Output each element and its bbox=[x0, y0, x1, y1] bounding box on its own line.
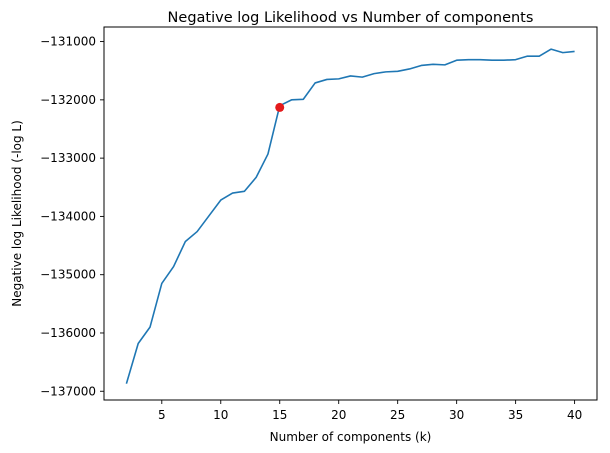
x-ticks: 5 10 15 20 25 30 35 40 bbox=[158, 400, 582, 422]
y-tick-label: −136000 bbox=[40, 326, 96, 340]
x-tick-label: 10 bbox=[213, 408, 228, 422]
y-tick-label: −135000 bbox=[40, 268, 96, 282]
series-line bbox=[125, 48, 575, 384]
x-tick-label: 5 bbox=[158, 408, 166, 422]
y-axis-label: Negative log Likelihood (-log L) bbox=[10, 120, 24, 307]
x-tick-label: 40 bbox=[567, 408, 582, 422]
x-tick-label: 35 bbox=[508, 408, 523, 422]
highlight-marker bbox=[275, 102, 285, 112]
y-tick-label: −134000 bbox=[40, 209, 96, 223]
x-tick-label: 15 bbox=[272, 408, 287, 422]
y-tick-label: −133000 bbox=[40, 151, 96, 165]
y-tick-label: −132000 bbox=[40, 93, 96, 107]
y-tick-label: −137000 bbox=[40, 384, 96, 398]
x-tick-label: 25 bbox=[390, 408, 405, 422]
x-tick-label: 20 bbox=[331, 408, 346, 422]
x-axis-label: Number of components (k) bbox=[270, 430, 432, 444]
y-tick-label: −131000 bbox=[40, 35, 96, 49]
x-tick-label: 30 bbox=[449, 408, 464, 422]
plot-area bbox=[103, 26, 598, 401]
chart-title: Negative log Likelihood vs Number of com… bbox=[168, 10, 534, 26]
y-ticks: −137000 −136000 −135000 −134000 −133000 −1320… bbox=[40, 35, 104, 398]
